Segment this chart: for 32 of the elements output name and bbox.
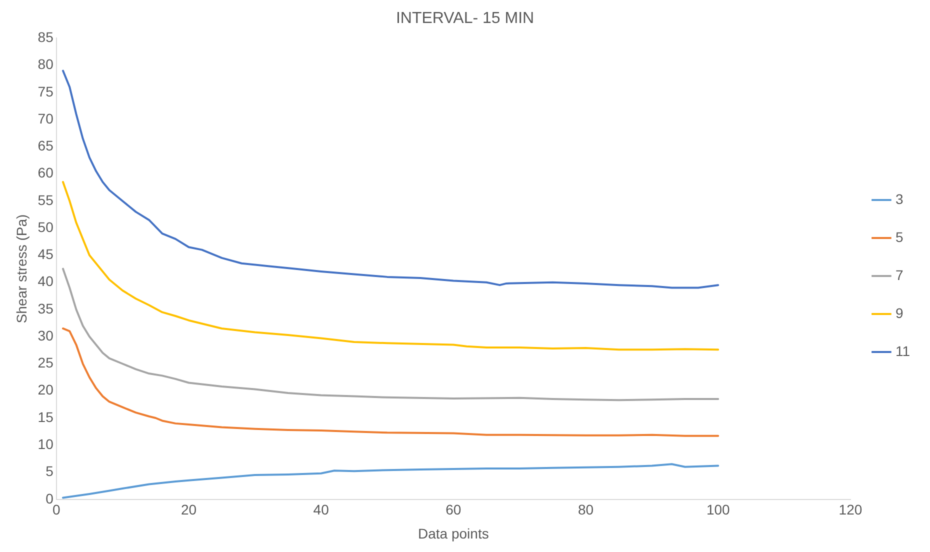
- y-tick-label: 25: [38, 354, 54, 371]
- y-tick-label: 0: [46, 490, 54, 506]
- y-tick-label: 85: [38, 29, 54, 46]
- y-tick-label: 15: [38, 408, 54, 425]
- x-tick-label: 20: [180, 502, 197, 518]
- chart-title: INTERVAL- 15 MIN: [396, 10, 534, 28]
- legend-label: 7: [895, 266, 904, 283]
- y-tick-label: 60: [38, 164, 54, 181]
- y-tick-label: 35: [38, 300, 54, 316]
- y-tick-label: 5: [46, 463, 54, 480]
- y-tick-label: 75: [38, 83, 54, 100]
- legend-label: 5: [895, 228, 904, 245]
- y-tick-label: 45: [38, 246, 54, 262]
- x-tick-label: 80: [578, 502, 594, 518]
- y-tick-label: 10: [38, 436, 54, 452]
- y-tick-label: 70: [38, 110, 54, 126]
- y-tick-label: 20: [38, 382, 54, 398]
- x-axis-title: Data points: [418, 525, 489, 542]
- x-tick-label: 60: [446, 502, 462, 518]
- y-axis-title: Shear stress (Pa): [13, 214, 30, 324]
- legend-label: 9: [895, 304, 904, 321]
- x-tick-label: 120: [838, 502, 862, 518]
- y-tick-label: 50: [38, 218, 54, 235]
- legend-label: 11: [895, 342, 910, 359]
- y-tick-label: 55: [38, 192, 54, 208]
- y-tick-label: 40: [38, 273, 54, 290]
- y-tick-label: 80: [38, 56, 54, 72]
- y-tick-label: 65: [38, 138, 54, 154]
- x-tick-label: 100: [706, 502, 730, 518]
- x-tick-label: 40: [313, 502, 330, 518]
- legend-label: 3: [895, 190, 904, 207]
- y-tick-label: 30: [38, 327, 54, 344]
